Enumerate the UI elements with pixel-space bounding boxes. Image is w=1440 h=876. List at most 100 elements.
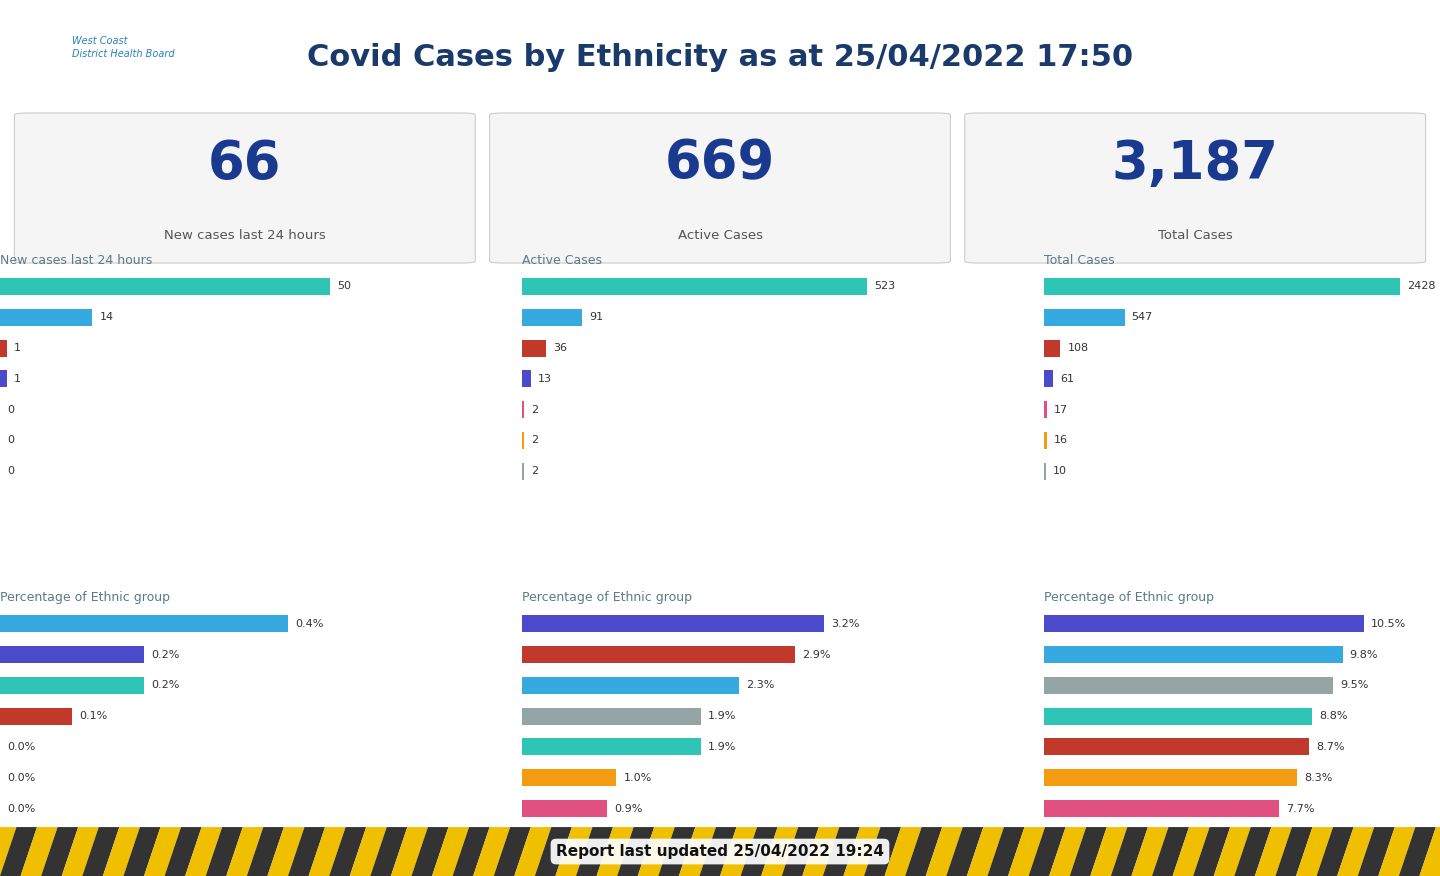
Polygon shape — [124, 827, 160, 876]
Polygon shape — [658, 827, 696, 876]
Polygon shape — [822, 827, 860, 876]
Polygon shape — [350, 827, 387, 876]
Bar — [0, 677, 144, 694]
Polygon shape — [1110, 827, 1148, 876]
Bar — [1044, 401, 1047, 418]
Polygon shape — [988, 827, 1024, 876]
Text: 0.1%: 0.1% — [79, 711, 108, 721]
Polygon shape — [1172, 827, 1210, 876]
Polygon shape — [0, 827, 16, 876]
Polygon shape — [1050, 827, 1086, 876]
Text: 61: 61 — [1060, 374, 1074, 384]
Polygon shape — [1296, 827, 1333, 876]
Bar — [0, 646, 144, 663]
Polygon shape — [370, 827, 408, 876]
Text: 0.0%: 0.0% — [7, 773, 36, 783]
Text: 50: 50 — [337, 281, 351, 292]
Polygon shape — [308, 827, 346, 876]
Polygon shape — [474, 827, 510, 876]
Polygon shape — [946, 827, 984, 876]
Polygon shape — [1234, 827, 1272, 876]
Polygon shape — [514, 827, 552, 876]
Text: 7.7%: 7.7% — [1286, 803, 1315, 814]
Polygon shape — [1358, 827, 1395, 876]
Polygon shape — [268, 827, 304, 876]
Polygon shape — [226, 827, 264, 876]
Bar — [1044, 800, 1279, 817]
Bar — [523, 738, 701, 755]
Bar — [523, 309, 582, 326]
Text: West Coast
District Health Board: West Coast District Health Board — [72, 36, 174, 59]
Polygon shape — [246, 827, 284, 876]
Polygon shape — [288, 827, 325, 876]
Text: Total Cases: Total Cases — [1158, 229, 1233, 242]
Text: 9.8%: 9.8% — [1349, 649, 1378, 660]
Text: Percentage of Ethnic group: Percentage of Ethnic group — [0, 591, 170, 604]
Text: Report last updated 25/04/2022 19:24: Report last updated 25/04/2022 19:24 — [556, 844, 884, 859]
Polygon shape — [330, 827, 366, 876]
Text: 3.2%: 3.2% — [831, 618, 860, 629]
Text: 0.2%: 0.2% — [151, 681, 180, 690]
Bar — [1044, 738, 1309, 755]
Bar — [1044, 371, 1053, 387]
Bar — [1044, 677, 1333, 694]
Bar — [1044, 646, 1342, 663]
FancyBboxPatch shape — [965, 113, 1426, 263]
Polygon shape — [1090, 827, 1128, 876]
Bar — [523, 646, 795, 663]
Polygon shape — [102, 827, 140, 876]
Text: 108: 108 — [1067, 343, 1089, 353]
Text: 3,187: 3,187 — [1112, 138, 1279, 189]
Polygon shape — [42, 827, 78, 876]
Polygon shape — [1214, 827, 1251, 876]
Bar — [1044, 463, 1045, 480]
Polygon shape — [432, 827, 469, 876]
Polygon shape — [864, 827, 901, 876]
Polygon shape — [1338, 827, 1374, 876]
Polygon shape — [1398, 827, 1436, 876]
Text: 13: 13 — [539, 374, 552, 384]
Bar — [0, 340, 7, 357]
Text: 1: 1 — [14, 374, 20, 384]
Polygon shape — [82, 827, 120, 876]
Text: 16: 16 — [1054, 435, 1068, 446]
Bar — [1044, 769, 1297, 786]
Text: 17: 17 — [1054, 405, 1068, 414]
Bar — [523, 278, 867, 295]
Polygon shape — [1132, 827, 1168, 876]
Polygon shape — [638, 827, 675, 876]
Text: 9.5%: 9.5% — [1341, 681, 1369, 690]
Bar — [0, 615, 288, 632]
Text: 2.9%: 2.9% — [802, 649, 831, 660]
Text: 8.3%: 8.3% — [1305, 773, 1332, 783]
Text: 0: 0 — [7, 466, 14, 477]
Polygon shape — [926, 827, 963, 876]
Text: 2428: 2428 — [1407, 281, 1436, 292]
Text: New cases last 24 hours: New cases last 24 hours — [0, 254, 153, 267]
Polygon shape — [1378, 827, 1416, 876]
Text: 2: 2 — [530, 466, 537, 477]
Text: 0.0%: 0.0% — [7, 742, 36, 752]
Polygon shape — [1316, 827, 1354, 876]
Polygon shape — [390, 827, 428, 876]
Text: Percentage of Ethnic group: Percentage of Ethnic group — [1044, 591, 1214, 604]
Polygon shape — [144, 827, 181, 876]
Text: 669: 669 — [665, 138, 775, 189]
FancyBboxPatch shape — [14, 113, 475, 263]
Text: 1.9%: 1.9% — [708, 711, 737, 721]
Text: 8.8%: 8.8% — [1319, 711, 1348, 721]
Polygon shape — [618, 827, 654, 876]
Text: 0: 0 — [7, 405, 14, 414]
Bar — [523, 677, 739, 694]
Text: Covid Cases by Ethnicity as at 25/04/2022 17:50: Covid Cases by Ethnicity as at 25/04/202… — [307, 43, 1133, 72]
Polygon shape — [596, 827, 634, 876]
Text: 523: 523 — [874, 281, 896, 292]
Polygon shape — [20, 827, 58, 876]
Text: 1: 1 — [14, 343, 20, 353]
Polygon shape — [1194, 827, 1230, 876]
Bar — [1044, 309, 1125, 326]
Polygon shape — [0, 827, 37, 876]
Polygon shape — [1152, 827, 1189, 876]
Text: 0.9%: 0.9% — [613, 803, 642, 814]
Bar — [523, 340, 546, 357]
